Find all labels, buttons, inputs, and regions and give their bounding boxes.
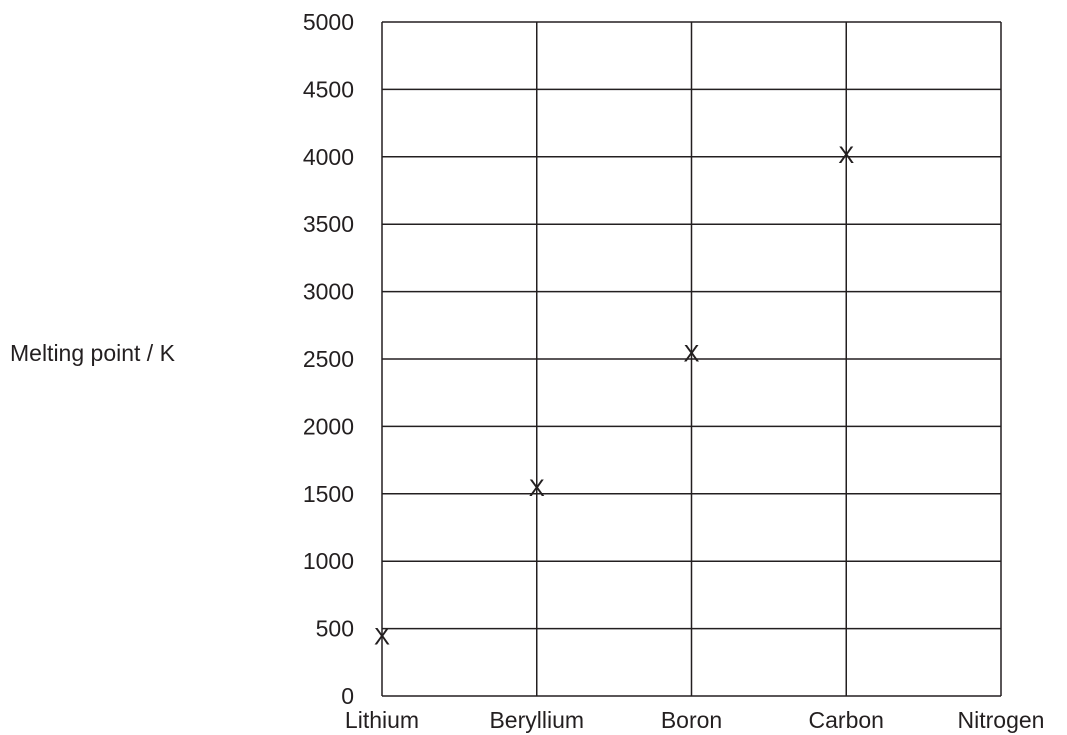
y-tick-label: 3000: [303, 279, 354, 305]
grid-layer: [381, 21, 1002, 697]
y-tick-label: 2500: [303, 346, 354, 372]
y-tick-label: 0: [341, 683, 354, 709]
y-tick-label: 500: [316, 616, 354, 642]
y-tick-label: 3500: [303, 211, 354, 237]
y-tick-label: 5000: [303, 9, 354, 35]
x-tick-label: Lithium: [345, 707, 419, 733]
data-point-lithium: X: [374, 623, 390, 650]
data-points: X X X X: [374, 142, 854, 650]
y-axis-label: Melting point / K: [10, 340, 175, 366]
y-tick-label: 4000: [303, 144, 354, 170]
data-point-carbon: X: [838, 142, 854, 169]
data-point-boron: X: [683, 340, 699, 367]
y-tick-label: 1500: [303, 481, 354, 507]
x-tick-label: Nitrogen: [958, 707, 1045, 733]
x-tick-label: Boron: [661, 707, 722, 733]
x-tick-label: Beryllium: [489, 707, 584, 733]
x-tick-label: Carbon: [809, 707, 884, 733]
y-tick-label: 2000: [303, 413, 354, 439]
x-tick-labels: Lithium Beryllium Boron Carbon Nitrogen: [345, 707, 1045, 733]
y-tick-label: 4500: [303, 76, 354, 102]
y-tick-label: 1000: [303, 548, 354, 574]
data-point-beryllium: X: [529, 475, 545, 502]
y-tick-labels: 0 500 1000 1500 2000 2500 3000 3500 4000 4500 5000: [303, 9, 354, 709]
